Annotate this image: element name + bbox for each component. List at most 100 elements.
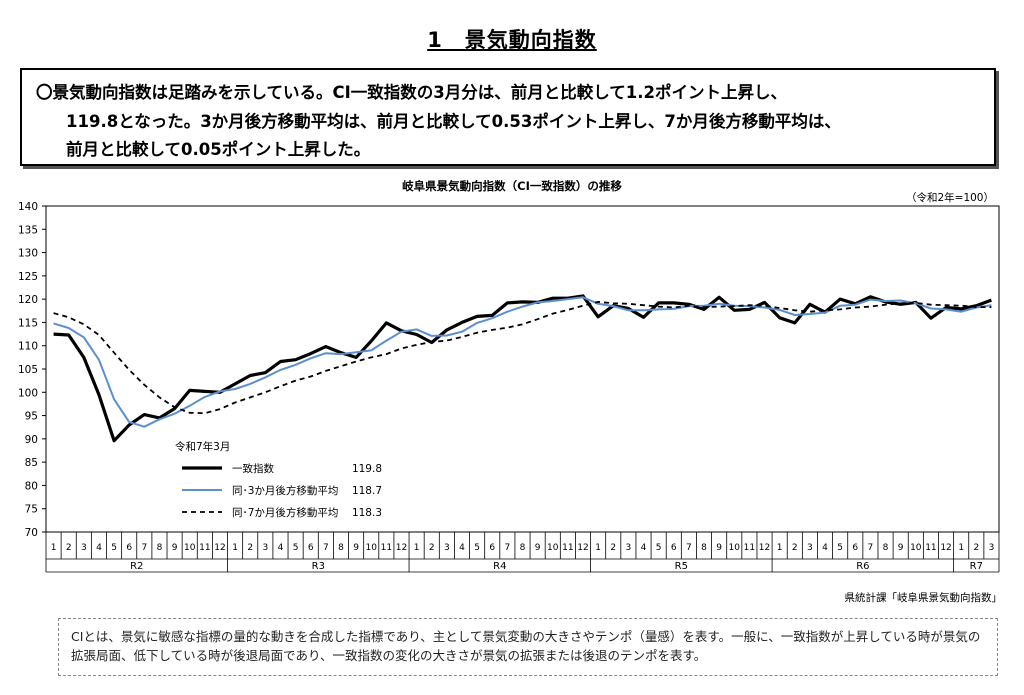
x-month-label: 2 bbox=[973, 543, 979, 553]
x-month-label: 8 bbox=[883, 543, 889, 553]
legend-latest-value: 118.3 bbox=[352, 507, 382, 519]
x-month-label: 5 bbox=[474, 543, 480, 553]
x-month-label: 6 bbox=[671, 543, 677, 553]
x-month-label: 3 bbox=[81, 543, 87, 553]
x-month-label: 2 bbox=[66, 543, 72, 553]
x-month-label: 4 bbox=[822, 543, 828, 553]
x-year-label: R4 bbox=[493, 561, 506, 572]
y-tick-label: 100 bbox=[18, 387, 38, 399]
y-tick-label: 135 bbox=[18, 224, 38, 236]
summary-line-3: 前月と比較して0.05ポイント上昇した。 bbox=[66, 140, 371, 159]
x-month-label: 3 bbox=[989, 543, 995, 553]
footnote-box: CIとは、景気に敏感な指標の量的な動きを合成した指標であり、主として景気変動の大… bbox=[58, 618, 998, 676]
chart-source: 県統計課「岐阜県景気動向指数」 bbox=[844, 592, 1003, 604]
x-month-label: 1 bbox=[232, 543, 238, 553]
x-month-label: 12 bbox=[577, 543, 588, 553]
x-month-label: 1 bbox=[51, 543, 57, 553]
x-month-label: 4 bbox=[641, 543, 647, 553]
plot-frame bbox=[45, 205, 1000, 533]
x-month-label: 1 bbox=[777, 543, 783, 553]
x-year-label: R3 bbox=[312, 561, 325, 572]
x-month-label: 11 bbox=[744, 543, 755, 553]
y-tick-label: 110 bbox=[18, 341, 38, 353]
x-month-label: 11 bbox=[199, 543, 210, 553]
x-month-label: 4 bbox=[96, 543, 102, 553]
x-month-label: 7 bbox=[141, 543, 147, 553]
x-month-label: 12 bbox=[396, 543, 407, 553]
y-tick-label: 115 bbox=[18, 317, 38, 329]
y-tick-label: 80 bbox=[25, 480, 38, 492]
x-month-label: 6 bbox=[308, 543, 314, 553]
x-month-label: 11 bbox=[562, 543, 573, 553]
x-month-label: 2 bbox=[610, 543, 616, 553]
legend-title: 令和7年3月 bbox=[175, 440, 230, 453]
x-month-label: 10 bbox=[366, 543, 378, 553]
x-month-label: 9 bbox=[353, 543, 359, 553]
x-month-label: 2 bbox=[792, 543, 798, 553]
x-month-label: 6 bbox=[126, 543, 132, 553]
x-month-label: 10 bbox=[910, 543, 922, 553]
legend-latest-value: 118.7 bbox=[352, 485, 382, 497]
x-month-label: 4 bbox=[278, 543, 284, 553]
chart-base-note: （令和2年=100） bbox=[905, 192, 994, 204]
summary-line-1: 〇景気動向指数は足踏みを示している。CI一致指数の3月分は、前月と比較して1.2… bbox=[36, 83, 787, 102]
legend-label: 同･3か月後方移動平均 bbox=[232, 484, 338, 497]
legend-latest-value: 119.8 bbox=[352, 463, 382, 475]
x-month-label: 5 bbox=[111, 543, 117, 553]
x-month-label: 2 bbox=[429, 543, 435, 553]
x-month-label: 8 bbox=[520, 543, 526, 553]
x-month-label: 7 bbox=[323, 543, 329, 553]
y-tick-label: 95 bbox=[25, 411, 38, 423]
x-month-label: 8 bbox=[338, 543, 344, 553]
x-month-label: 11 bbox=[381, 543, 392, 553]
y-tick-label: 90 bbox=[25, 434, 38, 446]
x-month-label: 8 bbox=[701, 543, 707, 553]
x-month-label: 5 bbox=[837, 543, 843, 553]
x-month-label: 4 bbox=[459, 543, 465, 553]
x-month-label: 3 bbox=[807, 543, 813, 553]
x-month-label: 3 bbox=[262, 543, 268, 553]
x-month-label: 3 bbox=[444, 543, 450, 553]
y-tick-label: 120 bbox=[18, 294, 38, 306]
summary-box: 〇景気動向指数は足踏みを示している。CI一致指数の3月分は、前月と比較して1.2… bbox=[20, 68, 996, 166]
y-tick-label: 140 bbox=[18, 201, 38, 213]
page-title: 1 景気動向指数 bbox=[0, 24, 1024, 54]
x-month-label: 11 bbox=[925, 543, 936, 553]
x-month-label: 9 bbox=[898, 543, 904, 553]
x-month-label: 12 bbox=[214, 543, 225, 553]
x-month-label: 3 bbox=[626, 543, 632, 553]
y-tick-label: 85 bbox=[25, 457, 38, 469]
y-tick-label: 105 bbox=[18, 364, 38, 376]
x-month-label: 7 bbox=[868, 543, 874, 553]
x-month-label: 1 bbox=[414, 543, 420, 553]
series-line-3 bbox=[53, 300, 992, 415]
x-month-label: 1 bbox=[595, 543, 601, 553]
summary-line-2: 119.8となった。3か月後方移動平均は、前月と比較して0.53ポイント上昇し、… bbox=[66, 112, 841, 131]
legend-label: 同･7か月後方移動平均 bbox=[232, 506, 338, 519]
x-month-label: 10 bbox=[184, 543, 196, 553]
x-month-label: 5 bbox=[293, 543, 299, 553]
x-year-label: R7 bbox=[970, 561, 983, 572]
y-tick-label: 75 bbox=[25, 504, 38, 516]
x-year-label: R5 bbox=[675, 561, 688, 572]
x-month-label: 9 bbox=[535, 543, 541, 553]
x-month-label: 1 bbox=[958, 543, 964, 553]
x-month-label: 6 bbox=[852, 543, 858, 553]
series-line-1 bbox=[53, 294, 992, 443]
x-month-label: 10 bbox=[729, 543, 741, 553]
x-month-label: 9 bbox=[172, 543, 178, 553]
y-tick-label: 125 bbox=[18, 271, 38, 283]
y-tick-label: 130 bbox=[18, 248, 38, 260]
x-year-label: R6 bbox=[856, 561, 869, 572]
x-month-label: 6 bbox=[489, 543, 495, 553]
footnote-text: CIとは、景気に敏感な指標の量的な動きを合成した指標であり、主として景気変動の大… bbox=[71, 629, 981, 663]
series-line-2 bbox=[53, 296, 992, 428]
x-month-label: 2 bbox=[247, 543, 253, 553]
x-year-label: R2 bbox=[130, 561, 143, 572]
x-month-label: 5 bbox=[656, 543, 662, 553]
x-month-label: 8 bbox=[157, 543, 163, 553]
x-month-label: 7 bbox=[686, 543, 692, 553]
x-month-label: 10 bbox=[547, 543, 559, 553]
x-month-label: 12 bbox=[940, 543, 951, 553]
